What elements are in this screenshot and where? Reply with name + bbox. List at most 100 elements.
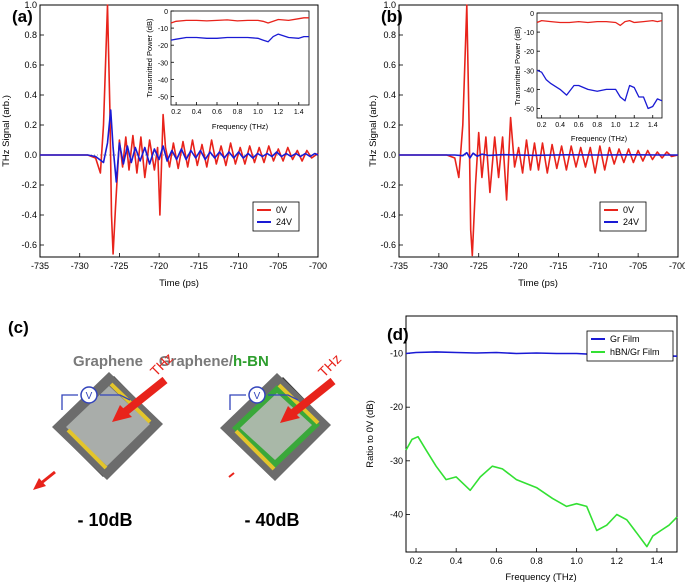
y-tick-label: -20: [524, 49, 534, 56]
y-tick-label: -0.2: [380, 180, 396, 190]
graphene-title: Graphene: [73, 353, 143, 370]
x-tick-label: -705: [269, 261, 287, 271]
y-tick-label: 0.6: [383, 60, 396, 70]
y-tick-label: -50: [524, 106, 534, 113]
y-tick-label: -10: [390, 349, 403, 359]
inset-ylabel: Transmitted Power (dB): [513, 26, 522, 105]
panel-b-xlabel: Time (ps): [518, 278, 558, 289]
panel-d-label: (d): [387, 325, 409, 344]
x-tick-label: 0.2: [537, 122, 547, 129]
graphene-hbn-title-suffix: h-BN: [233, 353, 269, 370]
series-24v: [399, 151, 678, 159]
y-tick-label: -40: [524, 87, 534, 94]
x-tick-label: 1.0: [253, 109, 263, 116]
panel-b-label: (b): [381, 7, 403, 26]
thz-arrow-head: [112, 405, 132, 422]
x-tick-label: -700: [669, 261, 685, 271]
voltmeter-symbol: V: [254, 391, 261, 402]
thz-out-arrow-head: [33, 478, 46, 490]
y-tick-label: -0.4: [380, 210, 396, 220]
y-tick-label: -20: [158, 43, 168, 50]
series-24v: [170, 33, 309, 43]
y-tick-label: -0.6: [21, 240, 37, 250]
panel-b-frame: [398, 4, 679, 258]
graphene-device: V THz - 10dB: [33, 350, 176, 530]
x-tick-label: -700: [309, 261, 327, 271]
x-tick-label: -735: [31, 261, 49, 271]
series-0v: [536, 19, 663, 27]
panel-a-chart: -735 -730 -725 -720 -715 -710 -705 -7001.00.80.…: [1, 0, 327, 289]
series-0v: [399, 4, 679, 257]
y-tick-label: 0.2: [383, 120, 396, 130]
x-tick-label: -705: [629, 261, 647, 271]
x-tick-label: 0.8: [233, 109, 243, 116]
y-tick-label: -30: [524, 68, 534, 75]
series-24v: [536, 69, 663, 110]
y-tick-label: -10: [158, 26, 168, 33]
thz-beam-in: [122, 376, 168, 416]
y-tick-label: -0.4: [21, 210, 37, 220]
thz-label-right: THz: [315, 351, 344, 380]
x-tick-label: 0.6: [490, 556, 503, 566]
panel-a-frame: [39, 4, 319, 258]
voltmeter-icon: [248, 386, 266, 404]
x-tick-label: 0.4: [450, 556, 463, 566]
x-tick-label: 1.4: [294, 109, 304, 116]
legend-entry-24v: 24V: [276, 217, 292, 227]
y-tick-label: 0.4: [383, 90, 396, 100]
panel-d-ylabel: Ratio to 0V (dB): [365, 400, 376, 468]
panel-b-inset: 0.2 0.4 0.6 0.8 1.0 1.2 1.4 0 -10 -20 -30 -40 -50 Fr…: [513, 11, 663, 143]
x-tick-label: 1.4: [648, 122, 658, 129]
y-tick-label: 0.2: [24, 120, 37, 130]
y-tick-label: 0.6: [24, 60, 37, 70]
x-tick-label: -720: [510, 261, 528, 271]
x-tick-label: 0.6: [212, 109, 222, 116]
y-tick-label: 0.4: [24, 90, 37, 100]
panel-b-ylabel: THz Signal (arb.): [368, 95, 379, 167]
inset-xlabel: Frequency (THz): [212, 122, 269, 131]
x-tick-label: 1.2: [629, 122, 639, 129]
voltmeter-icon: [80, 386, 98, 404]
panel-d-legend: Gr Film hBN/Gr Film: [586, 330, 674, 362]
panel-a-inset: 0.2 0.4 0.6 0.8 1.0 1.2 1.4 0 -10 -20 -30 -40 -50 Fr…: [145, 9, 310, 131]
legend-entry-gr-film: Gr Film: [610, 334, 640, 344]
y-tick-label: -30: [158, 60, 168, 67]
y-tick-label: -40: [390, 509, 403, 519]
y-tick-label: 1.0: [24, 0, 37, 10]
legend-box: [599, 201, 647, 232]
inset-frame: [170, 10, 310, 106]
panel-c-diagram: (c) Graphene Graphene/ h-BN V THz - 10dB: [8, 318, 344, 530]
x-tick-label: 0.4: [192, 109, 202, 116]
y-tick-label: 0: [164, 9, 168, 16]
panel-d-chart: 0.2 0.4 0.6 0.8 1.0 1.2 1.4 -10 -20 -30 -40 Freque…: [365, 315, 678, 583]
x-tick-label: 0.4: [555, 122, 565, 129]
x-tick-label: -715: [190, 261, 208, 271]
y-tick-label: -0.6: [380, 240, 396, 250]
y-tick-label: 0.8: [24, 30, 37, 40]
electrode-left: [234, 429, 276, 471]
circuit-wire: [229, 394, 299, 410]
y-tick-label: -20: [390, 402, 403, 412]
y-tick-label: -40: [158, 77, 168, 84]
y-tick-label: 0.0: [383, 150, 396, 160]
y-tick-label: -10: [524, 30, 534, 37]
y-tick-label: 0: [530, 11, 534, 18]
x-tick-label: 0.8: [530, 556, 543, 566]
attenuation-left: - 10dB: [77, 510, 132, 530]
legend-box: [586, 330, 674, 362]
series-0v: [40, 4, 319, 255]
inset-xlabel: Frequency (THz): [571, 134, 628, 143]
x-tick-label: -730: [430, 261, 448, 271]
inset-frame: [536, 12, 663, 119]
y-tick-label: 1.0: [383, 0, 396, 10]
panel-c-label: (c): [8, 318, 29, 337]
x-tick-label: 1.4: [651, 556, 664, 566]
thz-beam-out: [228, 472, 235, 478]
thz-arrow-head: [280, 406, 300, 423]
legend-entry-24v: 24V: [623, 217, 639, 227]
panel-b-chart: -735 -730 -725 -720 -715 -710 -705 -7001.00.80.…: [368, 0, 685, 289]
x-tick-label: -720: [150, 261, 168, 271]
panel-a-legend: 0V 24V: [252, 201, 300, 232]
x-tick-label: 0.8: [592, 122, 602, 129]
